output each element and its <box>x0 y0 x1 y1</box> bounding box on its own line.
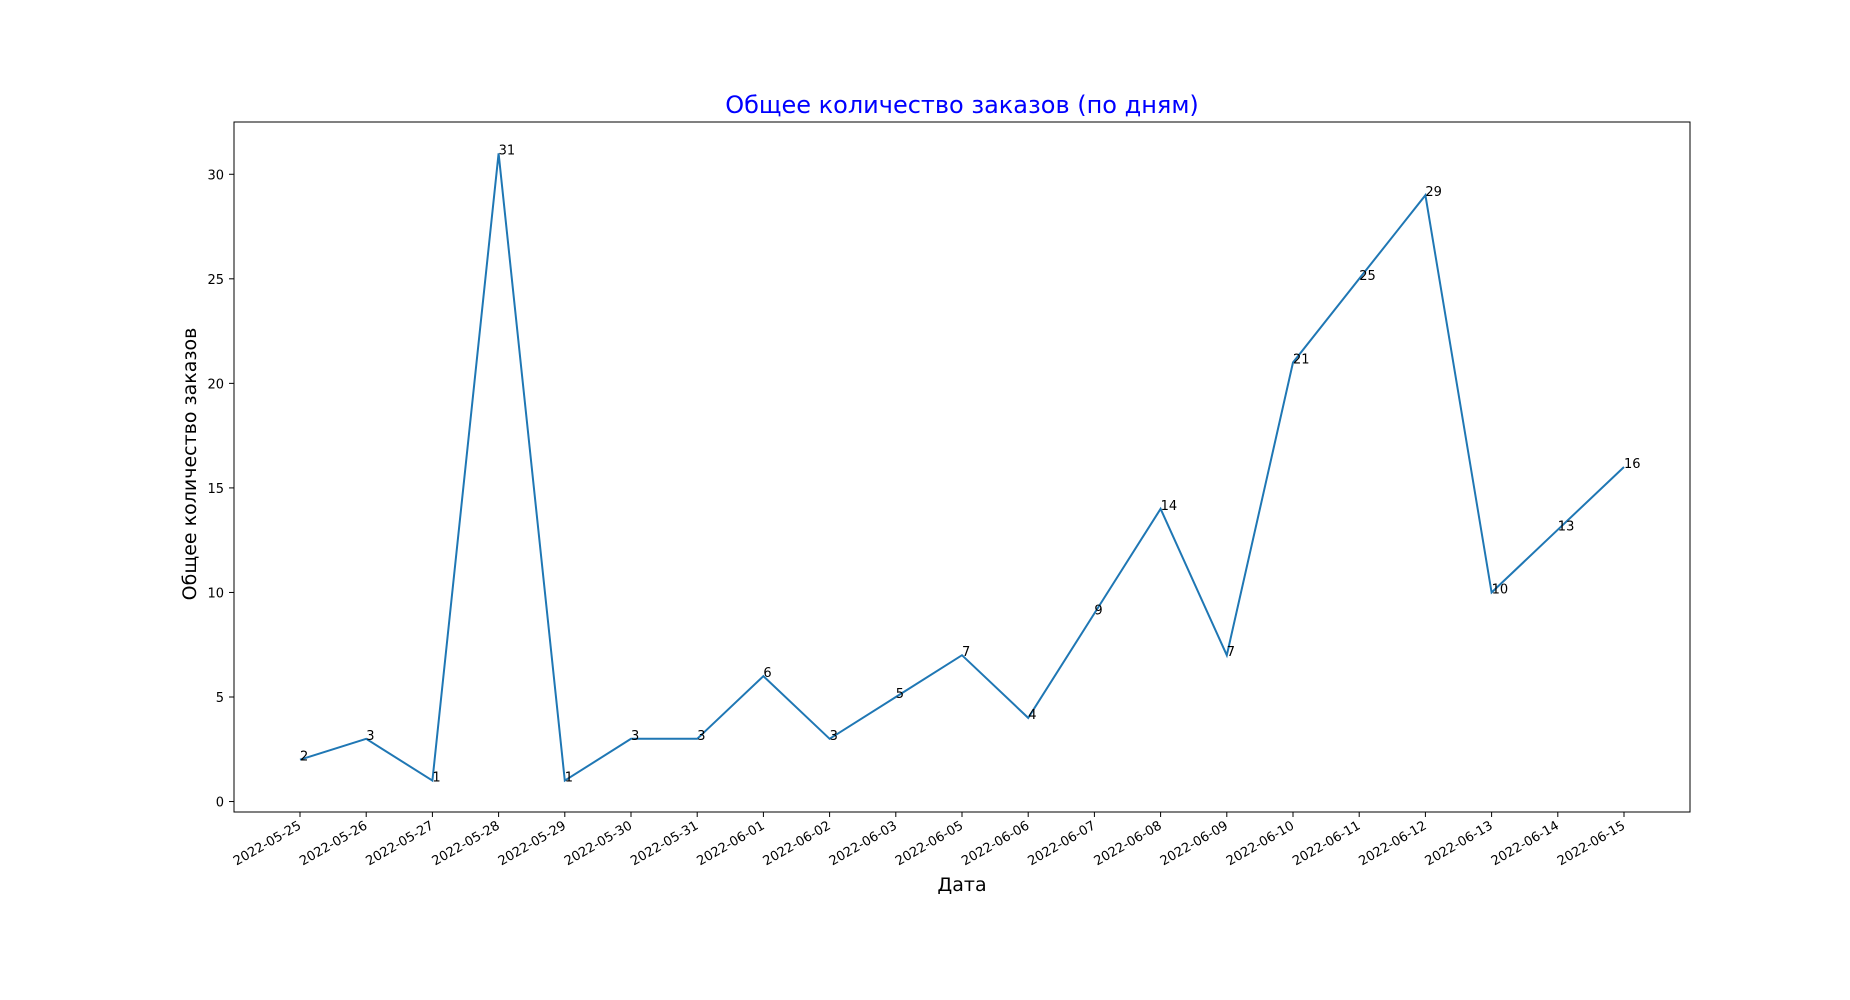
data-label: 10 <box>1492 582 1509 597</box>
y-tick-label: 0 <box>216 796 224 811</box>
data-label: 1 <box>565 771 573 786</box>
data-label: 31 <box>499 143 516 158</box>
data-label: 25 <box>1359 269 1376 284</box>
data-label: 4 <box>1028 708 1036 723</box>
data-label: 5 <box>896 687 904 702</box>
x-axis-title: Дата <box>937 874 986 896</box>
chart-title: Общее количество заказов (по дням) <box>725 91 1199 119</box>
data-label: 7 <box>962 645 970 660</box>
y-tick-label: 15 <box>207 482 224 497</box>
y-axis-title: Общее количество заказов <box>179 328 201 601</box>
y-tick-label: 25 <box>207 273 224 288</box>
data-label: 2 <box>300 750 308 765</box>
data-label: 21 <box>1293 352 1310 367</box>
data-label: 13 <box>1558 520 1575 535</box>
data-label: 3 <box>697 729 705 744</box>
data-label: 9 <box>1094 603 1102 618</box>
data-label: 3 <box>830 729 838 744</box>
y-tick-label: 20 <box>207 377 224 392</box>
y-tick-label: 10 <box>207 586 224 601</box>
data-label: 29 <box>1425 185 1442 200</box>
data-label: 16 <box>1624 457 1641 472</box>
y-tick-label: 5 <box>216 691 224 706</box>
y-axis: 0 5 10 15 20 25 30 <box>207 168 234 811</box>
data-label: 7 <box>1227 645 1235 660</box>
data-label: 3 <box>631 729 639 744</box>
series-line <box>299 153 1625 783</box>
data-label: 6 <box>763 666 771 681</box>
data-label: 1 <box>432 771 440 786</box>
data-label: 3 <box>366 729 374 744</box>
y-tick-label: 30 <box>207 168 224 183</box>
data-label: 14 <box>1161 499 1178 514</box>
